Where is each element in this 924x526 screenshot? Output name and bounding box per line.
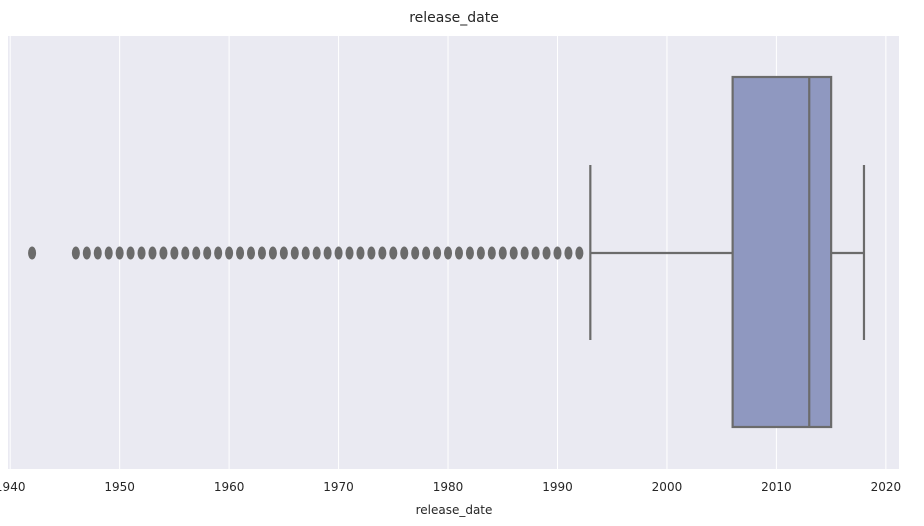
chart-title: release_date (409, 10, 499, 26)
outlier-point-1972 (356, 246, 365, 260)
outlier-point-1960 (225, 246, 234, 260)
iqr-box (731, 75, 833, 429)
outlier-point-1979 (433, 246, 442, 260)
outlier-point-1970 (334, 246, 343, 260)
x-tick-label-1970: 1970 (323, 480, 354, 494)
outlier-point-1966 (290, 246, 299, 260)
outlier-point-1982 (465, 246, 474, 260)
outlier-point-1947 (82, 246, 91, 260)
outlier-point-1978 (422, 246, 431, 260)
outlier-point-1973 (367, 246, 376, 260)
outlier-point-1948 (93, 246, 102, 260)
outlier-point-1976 (400, 246, 409, 260)
outlier-point-1951 (126, 246, 135, 260)
outlier-point-1946 (71, 246, 80, 260)
outlier-point-1963 (257, 246, 266, 260)
outlier-point-1987 (520, 246, 529, 260)
outlier-points (28, 246, 584, 260)
x-axis-label: release_date (416, 503, 493, 517)
outlier-point-1992 (575, 246, 584, 260)
outlier-point-1959 (214, 246, 223, 260)
outlier-point-1954 (159, 246, 168, 260)
x-tick-label-2020: 2020 (871, 480, 902, 494)
outlier-point-1991 (564, 246, 573, 260)
outlier-point-1958 (203, 246, 212, 260)
outlier-point-1980 (444, 246, 453, 260)
outlier-point-1984 (487, 246, 496, 260)
outlier-point-1969 (323, 246, 332, 260)
outlier-point-1953 (148, 246, 157, 260)
outlier-point-1988 (531, 246, 540, 260)
outlier-point-1961 (236, 246, 245, 260)
outlier-point-1968 (312, 246, 321, 260)
outlier-point-1986 (509, 246, 518, 260)
x-tick-label-1990: 1990 (542, 480, 573, 494)
x-tick-label-1950: 1950 (104, 480, 135, 494)
outlier-point-1990 (553, 246, 562, 260)
outlier-point-1965 (279, 246, 288, 260)
outlier-point-1981 (454, 246, 463, 260)
outlier-point-1985 (498, 246, 507, 260)
outlier-point-1956 (181, 246, 190, 260)
x-tick-labels: 1940 1950 1960 1970 1980 1990 2000 2010 2020 (0, 480, 901, 494)
box (731, 75, 833, 429)
x-tick-label-1980: 1980 (433, 480, 464, 494)
outlier-point-1957 (192, 246, 201, 260)
outlier-point-1975 (389, 246, 398, 260)
outlier-point-1950 (115, 246, 124, 260)
outlier-point-1977 (411, 246, 420, 260)
outlier-point-1942 (28, 246, 37, 260)
outlier-point-1983 (476, 246, 485, 260)
outlier-point-1967 (301, 246, 310, 260)
outlier-point-1949 (104, 246, 113, 260)
outlier-point-1955 (170, 246, 179, 260)
outlier-point-1989 (542, 246, 551, 260)
outlier-point-1971 (345, 246, 354, 260)
outlier-point-1962 (247, 246, 255, 260)
x-tick-label-2010: 2010 (761, 480, 792, 494)
whiskers (589, 165, 866, 340)
x-tick-label-1940: 1940 (0, 480, 25, 494)
outlier-point-1952 (137, 246, 146, 260)
x-tick-label-2000: 2000 (652, 480, 683, 494)
outlier-point-1964 (268, 246, 277, 260)
x-tick-label-1960: 1960 (214, 480, 245, 494)
outlier-point-1974 (378, 246, 387, 260)
